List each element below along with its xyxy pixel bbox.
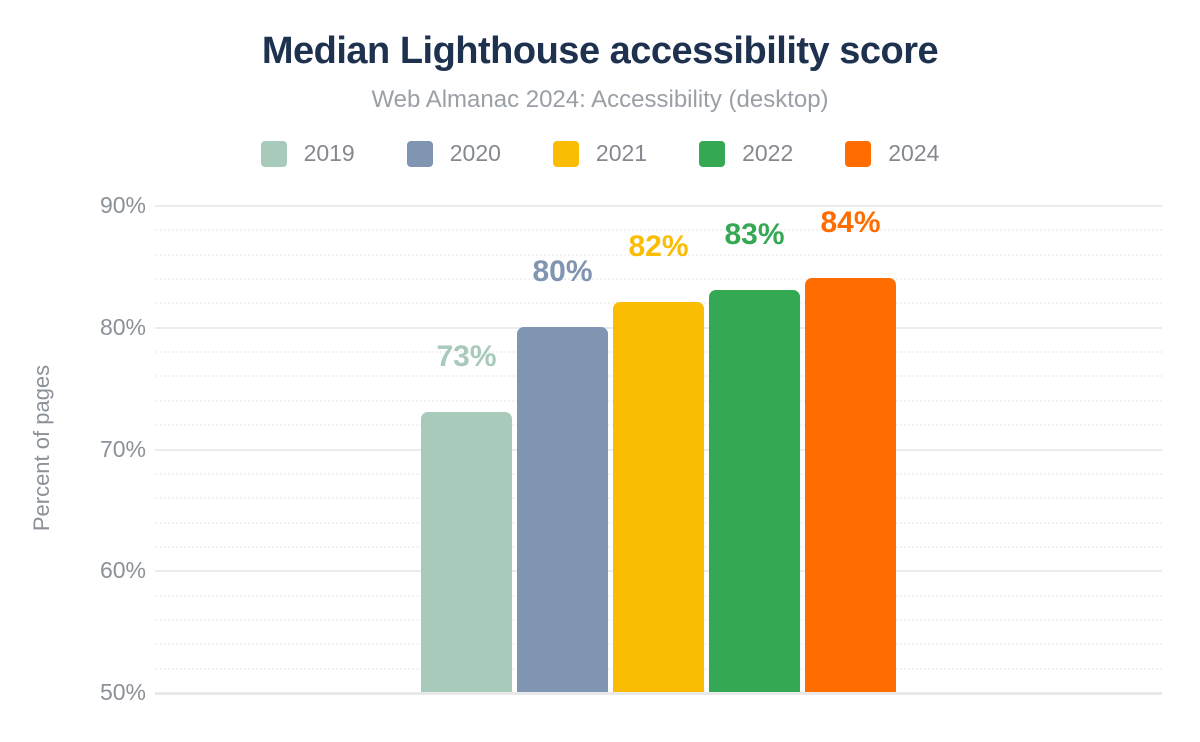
gridline-baseline-50: [155, 692, 1162, 695]
bar-value-label-2019: 73%: [436, 339, 497, 373]
chart-subtitle: Web Almanac 2024: Accessibility (desktop…: [371, 86, 829, 113]
y-tick-label-90: 90%: [99, 192, 146, 218]
bar-2022: [709, 290, 800, 692]
gridline-major-90: [155, 205, 1162, 207]
legend-item-2022: 2022: [699, 140, 793, 167]
legend-swatch-2022: [699, 140, 726, 167]
gridline-minor-88: [155, 229, 1162, 232]
legend-item-2021: 2021: [552, 140, 648, 167]
bar-2019: [421, 411, 512, 692]
legend-label-2020: 2020: [449, 140, 501, 166]
legend-label-2022: 2022: [742, 140, 794, 166]
bar-value-label-2021: 82%: [628, 230, 689, 264]
y-tick-label-80: 80%: [99, 313, 146, 340]
legend-label-2021: 2021: [595, 140, 648, 166]
y-tick-label-60: 60%: [99, 557, 146, 584]
bar-value-label-2022: 83%: [724, 218, 785, 252]
bar-value-label-2024: 84%: [820, 206, 881, 240]
gridline-minor-84: [155, 278, 1162, 281]
y-tick-label-50: 50%: [99, 679, 146, 705]
legend-label-2019: 2019: [303, 140, 355, 166]
gridline-minor-86: [155, 253, 1162, 256]
legend-swatch-2020: [406, 140, 433, 167]
legend-swatch-2024: [845, 140, 872, 167]
legend-item-2019: 2019: [260, 140, 355, 167]
legend-swatch-2019: [260, 140, 287, 167]
chart-legend: 2019 2020 2021 2022 2024: [0, 140, 1200, 167]
y-tick-label-70: 70%: [99, 435, 146, 462]
chart-title: Median Lighthouse accessibility score: [261, 30, 939, 72]
legend-item-2020: 2020: [406, 140, 501, 167]
bar-2024: [805, 278, 896, 692]
bar-value-label-2020: 80%: [532, 254, 593, 288]
legend-item-2024: 2024: [845, 140, 939, 167]
bar-2020: [517, 326, 608, 692]
bar-2021: [613, 302, 704, 692]
legend-swatch-2021: [552, 140, 579, 167]
legend-label-2024: 2024: [888, 140, 940, 166]
